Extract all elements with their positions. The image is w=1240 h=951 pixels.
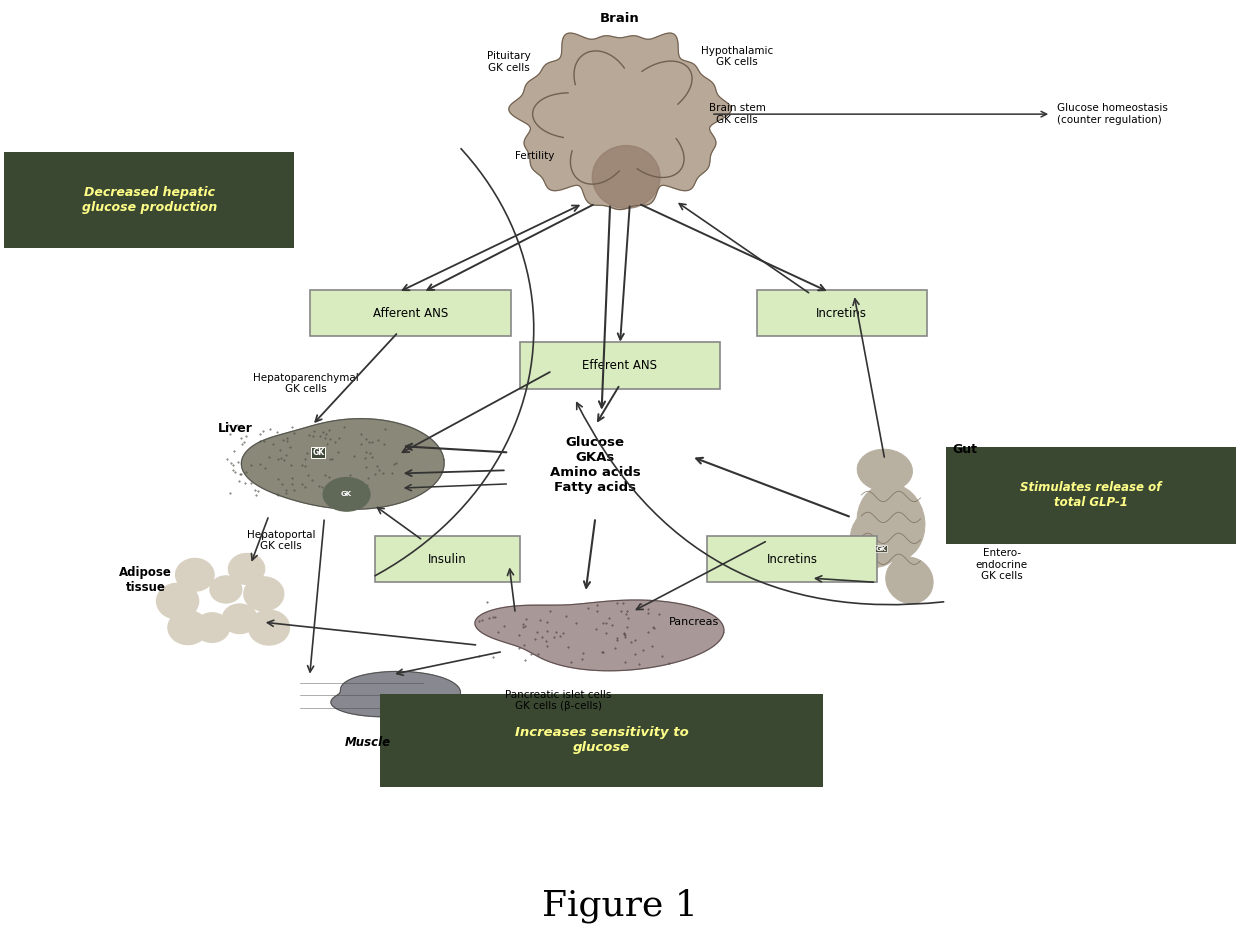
Text: Glucose
GKAs
Amino acids
Fatty acids: Glucose GKAs Amino acids Fatty acids (551, 436, 641, 494)
Circle shape (248, 610, 290, 645)
Circle shape (244, 577, 284, 611)
Text: Brain: Brain (600, 12, 640, 25)
Circle shape (156, 583, 198, 619)
Text: Hepatoportal
GK cells: Hepatoportal GK cells (247, 530, 315, 552)
Polygon shape (242, 418, 444, 509)
Text: Entero-
endocrine
GK cells: Entero- endocrine GK cells (976, 548, 1028, 581)
Ellipse shape (857, 483, 925, 562)
Text: Increases sensitivity to
glucose: Increases sensitivity to glucose (515, 727, 688, 754)
Ellipse shape (885, 557, 934, 604)
Text: Figure 1: Figure 1 (542, 888, 698, 922)
Text: Pituitary
GK cells: Pituitary GK cells (487, 51, 531, 72)
Text: Incretins: Incretins (766, 553, 818, 566)
Polygon shape (508, 33, 732, 209)
Text: Fertility: Fertility (516, 151, 554, 161)
Text: Brain stem
GK cells: Brain stem GK cells (708, 104, 765, 125)
FancyBboxPatch shape (4, 152, 294, 248)
Text: Muscle: Muscle (345, 736, 391, 749)
Circle shape (176, 558, 215, 592)
Circle shape (222, 604, 257, 633)
FancyBboxPatch shape (374, 536, 521, 582)
Text: Decreased hepatic
glucose production: Decreased hepatic glucose production (82, 186, 217, 214)
Text: GK: GK (875, 546, 887, 552)
Text: Pancreas: Pancreas (668, 617, 719, 627)
Text: Incretins: Incretins (816, 306, 867, 320)
FancyBboxPatch shape (756, 290, 926, 337)
Circle shape (210, 576, 242, 603)
Ellipse shape (857, 449, 913, 492)
Text: Insulin: Insulin (428, 553, 467, 566)
Circle shape (228, 553, 265, 585)
FancyBboxPatch shape (310, 290, 511, 337)
Text: Hypothalamic
GK cells: Hypothalamic GK cells (701, 46, 773, 68)
FancyBboxPatch shape (520, 342, 720, 389)
Text: Liver: Liver (218, 422, 253, 435)
Circle shape (167, 611, 208, 645)
Text: Adipose
tissue: Adipose tissue (119, 566, 172, 594)
Ellipse shape (593, 146, 660, 208)
FancyBboxPatch shape (946, 447, 1236, 544)
Polygon shape (331, 671, 460, 717)
Circle shape (195, 612, 229, 643)
Text: Hepatoparenchymal
GK cells: Hepatoparenchymal GK cells (253, 373, 358, 394)
Text: Gut: Gut (952, 443, 977, 456)
Polygon shape (475, 600, 724, 670)
Ellipse shape (851, 510, 901, 567)
FancyBboxPatch shape (708, 536, 878, 582)
Text: Pancreatic islet cells
GK cells (β-cells): Pancreatic islet cells GK cells (β-cells… (505, 689, 611, 711)
FancyBboxPatch shape (379, 694, 823, 786)
Text: Afferent ANS: Afferent ANS (373, 306, 448, 320)
Text: GK: GK (312, 448, 325, 457)
Text: Efferent ANS: Efferent ANS (583, 359, 657, 372)
Text: Stimulates release of
total GLP-1: Stimulates release of total GLP-1 (1019, 481, 1161, 510)
Ellipse shape (324, 477, 370, 511)
Text: Glucose homeostasis
(counter regulation): Glucose homeostasis (counter regulation) (1058, 104, 1168, 125)
Text: GK: GK (341, 492, 352, 497)
